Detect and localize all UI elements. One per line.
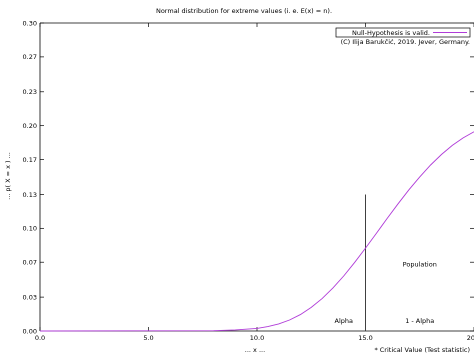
footnote-critical-value: * Critical Value (Test statistic): [374, 346, 470, 354]
legend-entry-label: Null-Hypothesis is valid.: [352, 29, 430, 37]
annotation-alpha: Alpha: [335, 317, 353, 325]
y-tick-label: 0.20: [23, 122, 37, 130]
x-axis-label: ... x ...: [245, 346, 265, 354]
x-tick-label: 20.0: [467, 334, 474, 342]
x-tick-label: 0.0: [35, 334, 45, 342]
y-axis-label: ... p( X = x ) ...: [4, 152, 12, 200]
y-tick-label: 0.27: [23, 53, 37, 61]
y-tick-label: 0.00: [23, 327, 37, 335]
y-tick-label: 0.23: [23, 88, 37, 96]
null-hypothesis-curve: [39, 131, 474, 332]
chart-title: Normal distribution for extreme values (…: [156, 7, 332, 15]
x-axis: 0.0 5.0 10.0 15.0 20.0: [35, 23, 474, 342]
x-tick-label: 5.0: [143, 334, 153, 342]
legend: Null-Hypothesis is valid.: [335, 27, 471, 38]
annotation-population: Population: [403, 260, 437, 268]
x-tick-label: 10.0: [250, 334, 264, 342]
copyright-note: (C) Ilija Barukčić, 2019. Jever, Germany…: [341, 38, 470, 46]
y-tick-label: 0.10: [23, 225, 37, 233]
annotation-one-minus-alpha: 1 - Alpha: [405, 317, 434, 325]
y-axis: 0.00 0.03 0.07 0.10 0.13 0.17 0.20 0.23 0.27 0.30: [23, 19, 474, 335]
y-tick-label: 0.13: [23, 191, 37, 199]
annotations: Population Alpha 1 - Alpha: [335, 260, 437, 324]
y-tick-label: 0.30: [23, 19, 37, 27]
y-tick-label: 0.17: [23, 156, 37, 164]
null-hypothesis-line: [39, 131, 474, 332]
plot-frame: [39, 22, 474, 332]
legend-box: [335, 27, 471, 38]
y-tick-label: 0.07: [23, 259, 37, 267]
x-tick-label: 15.0: [358, 334, 372, 342]
y-tick-label: 0.03: [23, 293, 37, 301]
